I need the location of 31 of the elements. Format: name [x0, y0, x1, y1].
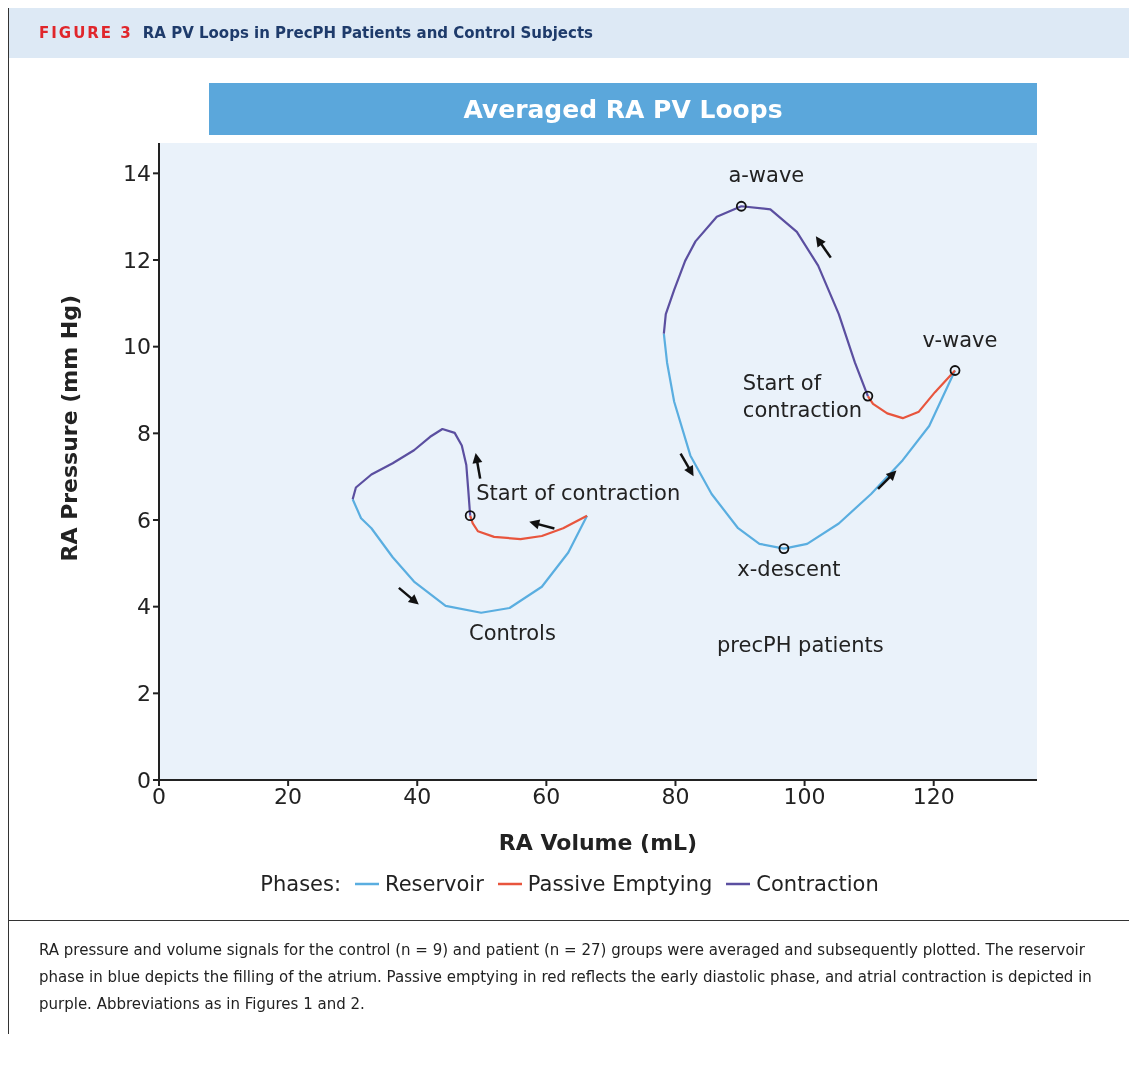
y-tick-label: 6: [137, 507, 151, 533]
annotation: Start of contraction: [742, 371, 863, 423]
caption: FIGURE 3: [39, 24, 133, 42]
y-axis-title: RA Pressure (mm Hg): [56, 294, 82, 562]
annotation: v-wave: [922, 327, 998, 352]
legend-label: Passive Emptying: [526, 872, 713, 896]
annotation: a-wave: [728, 163, 805, 188]
x-tick-label: 80: [661, 783, 690, 809]
y-tick-label: 10: [123, 334, 151, 360]
y-tick-label: 2: [137, 681, 151, 707]
legend-label: Reservoir: [384, 872, 484, 896]
y-tick-label: 12: [123, 247, 151, 273]
x-tick-label: 120: [912, 783, 955, 809]
x-tick-label: 20: [274, 783, 303, 809]
annotation: precPH patients: [717, 633, 884, 657]
legend-title: Phases:: [260, 872, 342, 896]
y-tick-label: 4: [137, 594, 151, 620]
chart-title: RA PV Loops in PrecPH Patients and Control Subjects: [142, 24, 594, 42]
legend-label: Contraction: [755, 872, 879, 896]
annotation: x-descent: [737, 556, 841, 581]
annotation: Controls: [469, 621, 556, 645]
x-axis-title: RA Volume (mL): [498, 830, 698, 855]
y-tick-label: 14: [123, 161, 151, 187]
chart-subtitle: Averaged RA PV Loops: [209, 83, 1037, 135]
x-tick-label: 40: [403, 783, 432, 809]
annotation: Start of contraction: [476, 480, 681, 505]
x-tick-label: 60: [532, 783, 561, 809]
text: RA pressure and volume signals for the control (n = 9) and patient (n = 27) groups were averaged and subsequently plotted. The reservoir phase in blue depicts the filling of the atrium. Passive emptying in red reflects the early diastolic phase, and atrial contraction is depicted in purple. Abbreviations as in Figures 1 and 2.: [39, 940, 1093, 1015]
x-tick-label: 100: [783, 783, 826, 809]
y-tick-label: 8: [137, 421, 151, 447]
y-tick-label: 0: [137, 767, 151, 793]
